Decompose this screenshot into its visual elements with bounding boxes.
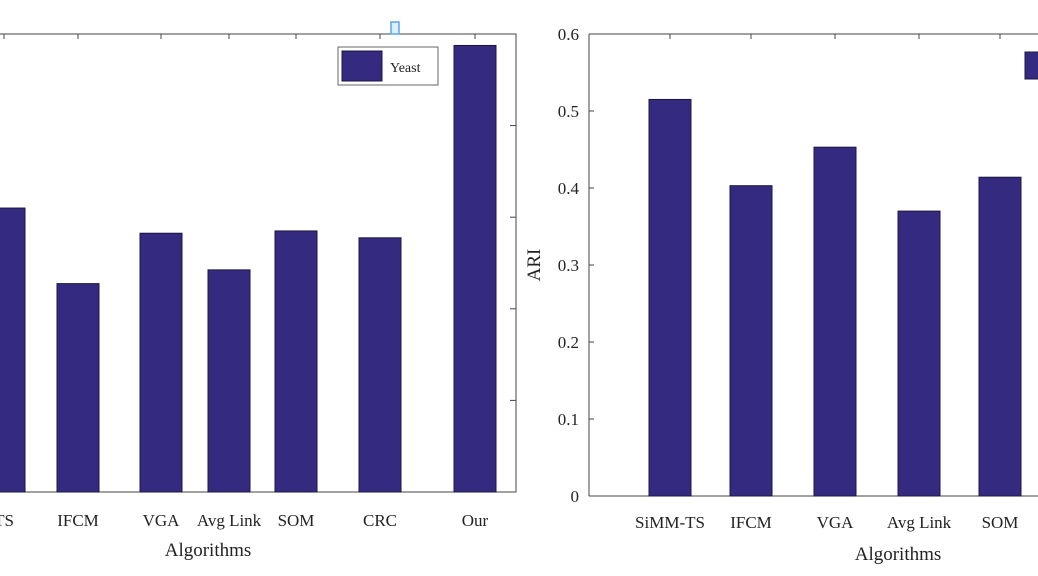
right-x-axis-title: Algorithms — [855, 544, 942, 565]
chart-left: TS IFCM VGA Avg Link SOM CRC Our Algorithms Ye… — [0, 21, 517, 561]
left-bar-vga — [139, 232, 183, 493]
left-legend: Yeast — [337, 46, 439, 86]
right-x-tick-label: VGA — [817, 513, 855, 532]
right-y-tick-label: 0.5 — [558, 102, 579, 121]
right-y-tick-label: 0.1 — [558, 410, 579, 429]
right-y-tick-label: 0 — [571, 487, 580, 506]
left-x-axis-title: Algorithms — [165, 540, 252, 561]
left-x-tick-label: IFCM — [57, 511, 99, 530]
right-bar-simm-ts — [648, 98, 692, 497]
left-plot-frame — [0, 33, 517, 493]
right-x-tick-label: IFCM — [730, 513, 772, 532]
left-x-tick-label: SOM — [278, 511, 315, 530]
left-bar-simm-ts — [0, 207, 26, 493]
left-bars — [0, 44, 497, 493]
right-x-tick-label: SOM — [982, 513, 1019, 532]
left-bar-avg-link — [207, 269, 251, 493]
left-bar-our — [453, 44, 497, 493]
left-right-ticks — [3, 33, 516, 493]
right-bars — [648, 98, 1022, 497]
left-x-tick-labels: TS IFCM VGA Avg Link SOM CRC Our — [0, 511, 489, 530]
right-bar-som — [978, 176, 1022, 497]
right-x-tick-label: Avg Link — [887, 513, 952, 532]
left-x-tick-label: TS — [0, 511, 14, 530]
left-bar-som — [274, 230, 318, 493]
chart-right: 0 0.1 0.2 0.3 0.4 0.5 0.6 SiMM-TS IFCM VGA Avg Li… — [524, 25, 1038, 565]
right-legend-swatch — [1024, 51, 1038, 80]
right-y-axis-title: ARI — [524, 249, 545, 282]
left-bar-crc — [358, 237, 402, 493]
right-x-tick-label: SiMM-TS — [635, 513, 705, 532]
left-legend-swatch — [341, 50, 383, 82]
right-y-tick-label: 0.2 — [558, 333, 579, 352]
left-x-tick-label: VGA — [143, 511, 181, 530]
left-x-tick-label: Our — [462, 511, 489, 530]
left-bar-ifcm — [56, 283, 100, 493]
selection-marker — [390, 21, 400, 35]
right-y-tick-labels: 0 0.1 0.2 0.3 0.4 0.5 0.6 — [558, 25, 1001, 506]
left-x-tick-label: CRC — [363, 511, 397, 530]
right-x-tick-labels: SiMM-TS IFCM VGA Avg Link SOM — [635, 513, 1018, 532]
right-bar-avg-link — [897, 210, 941, 497]
right-bar-ifcm — [729, 185, 773, 497]
right-y-tick-label: 0.3 — [558, 256, 579, 275]
left-legend-label: Yeast — [390, 61, 421, 76]
right-y-tick-label: 0.6 — [558, 25, 579, 44]
right-bar-vga — [813, 146, 857, 497]
right-y-tick-label: 0.4 — [558, 179, 580, 198]
left-x-tick-label: Avg Link — [197, 511, 262, 530]
